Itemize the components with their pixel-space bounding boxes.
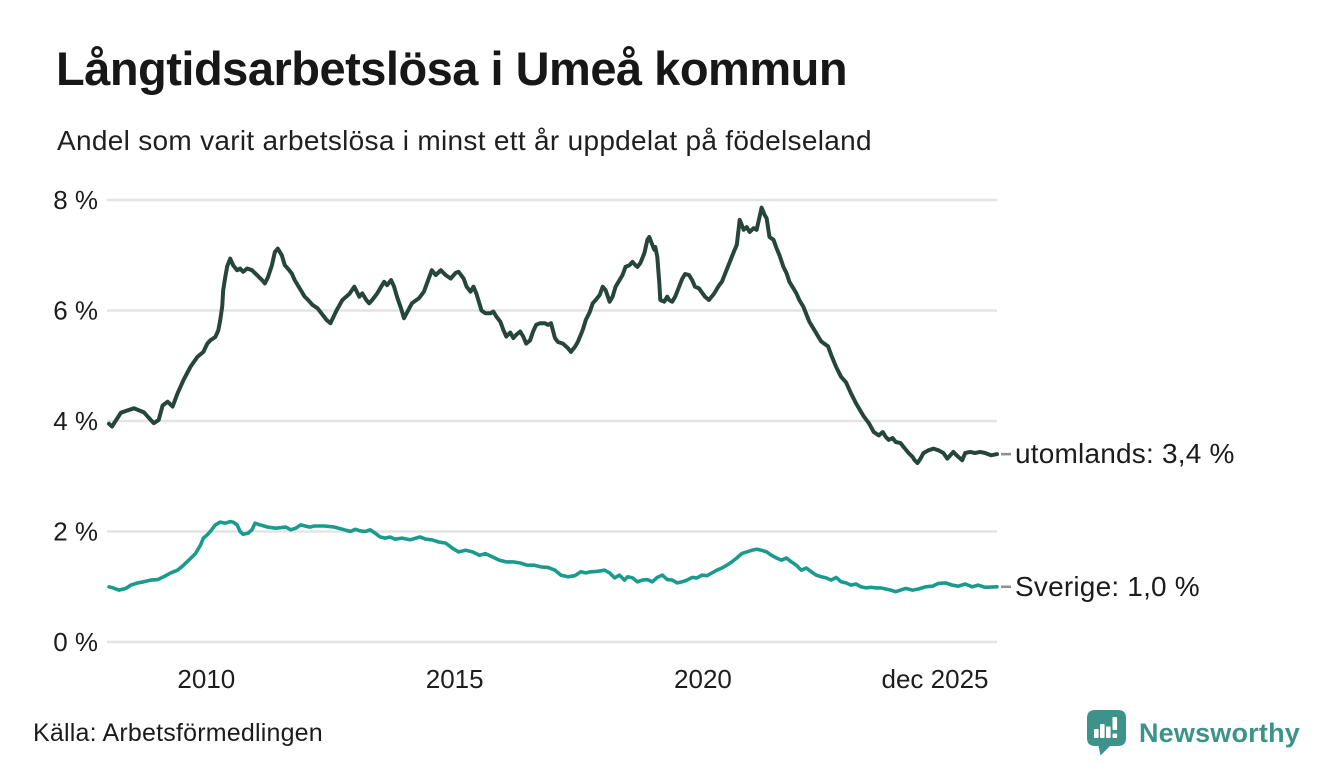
y-tick-label-4: 4 % [53, 406, 98, 436]
series-line-utomlands [107, 205, 999, 465]
source-text: Källa: Arbetsförmedlingen [33, 719, 323, 747]
x-tick-label-2020: 2020 [674, 664, 732, 694]
newsworthy-logo: Newsworthy [1086, 708, 1300, 758]
y-tick-label-6: 6 % [53, 296, 98, 326]
series-end-label-utomlands: utomlands: 3,4 % [1015, 438, 1235, 470]
logo-bar-chart-glyph [1093, 717, 1118, 738]
y-tick-label-0: 0 % [53, 627, 98, 657]
page-subtitle: Andel som varit arbetslösa i minst ett å… [57, 125, 872, 156]
newsworthy-logo-icon [1086, 710, 1126, 756]
x-tick-label-dec-2025: dec 2025 [882, 664, 989, 694]
x-tick-label-2010: 2010 [177, 664, 235, 694]
page-title: Långtidsarbetslösa i Umeå kommun [56, 42, 848, 95]
y-tick-label-2: 2 % [53, 517, 98, 547]
series-line-Sverige [107, 519, 999, 594]
series-end-label-sverige: Sverige: 1,0 % [1015, 570, 1200, 602]
x-tick-label-2015: 2015 [426, 664, 484, 694]
newsworthy-brand-text: Newsworthy [1138, 717, 1300, 748]
y-tick-label-8: 8 % [53, 185, 98, 215]
